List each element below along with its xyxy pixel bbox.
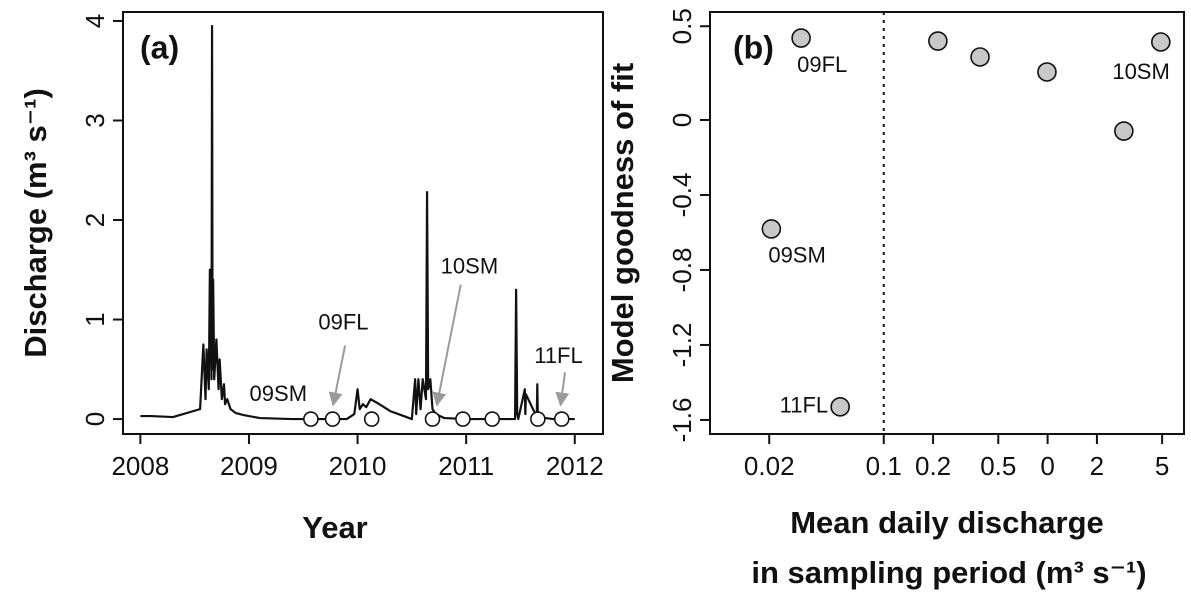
x-tick-label: 2012 bbox=[546, 451, 604, 481]
annotation: 10SM bbox=[441, 254, 498, 279]
x-axis-title: in sampling period (m³ s⁻¹) bbox=[751, 555, 1146, 590]
sampling-point bbox=[484, 411, 501, 427]
sampling-point bbox=[324, 411, 341, 427]
x-tick-label: 2 bbox=[1090, 451, 1104, 481]
point bbox=[928, 31, 948, 51]
point-label: 09SM bbox=[768, 243, 825, 268]
annotation: 11FL bbox=[534, 343, 583, 368]
x-tick-label: 0.5 bbox=[980, 451, 1016, 481]
y-tick-label: 4 bbox=[80, 14, 110, 28]
point bbox=[1114, 121, 1134, 141]
y-tick-label: -1.2 bbox=[667, 323, 697, 368]
point bbox=[791, 28, 811, 48]
point bbox=[830, 397, 850, 417]
sampling-point bbox=[455, 411, 471, 427]
y-tick-label: -1.6 bbox=[667, 398, 697, 443]
annotation-arrow bbox=[328, 345, 347, 407]
discharge-line bbox=[140, 24, 575, 421]
point bbox=[970, 47, 990, 67]
x-tick-label: 2009 bbox=[220, 451, 278, 481]
point-label: 10SM bbox=[1112, 59, 1169, 84]
x-tick-label: 2010 bbox=[329, 451, 387, 481]
y-tick-label: 0.5 bbox=[667, 8, 697, 44]
point bbox=[1151, 32, 1171, 52]
annotation-arrow bbox=[432, 284, 462, 407]
y-tick-label: 0 bbox=[80, 412, 110, 426]
y-tick-label: 1 bbox=[80, 312, 110, 326]
sampling-point bbox=[424, 411, 441, 427]
point-label: 11FL bbox=[780, 393, 829, 418]
sampling-point bbox=[303, 411, 319, 427]
x-tick-label: 0.1 bbox=[866, 451, 902, 481]
point bbox=[1037, 62, 1057, 82]
y-axis-title: Discharge (m³ s⁻¹) bbox=[18, 88, 53, 358]
y-tick-label: -0.8 bbox=[667, 248, 697, 293]
y-tick-label: 3 bbox=[80, 113, 110, 127]
y-axis-title: Model goodness of fit bbox=[605, 63, 640, 383]
x-axis-title: Year bbox=[302, 510, 368, 545]
annotation: 09FL bbox=[318, 309, 368, 334]
x-tick-label: 0.2 bbox=[915, 451, 951, 481]
point-label: 09FL bbox=[797, 52, 847, 77]
x-tick-label: 2008 bbox=[111, 451, 169, 481]
x-tick-label: 0.02 bbox=[744, 451, 795, 481]
plot-frame bbox=[122, 11, 604, 435]
x-axis-title: Mean daily discharge bbox=[790, 505, 1104, 540]
panel-label: (a) bbox=[140, 29, 179, 65]
y-tick-label: 2 bbox=[80, 213, 110, 227]
x-tick-label: 5 bbox=[1155, 451, 1169, 481]
plot-frame bbox=[709, 11, 1185, 435]
point bbox=[761, 219, 782, 239]
annotation-arrow bbox=[555, 372, 570, 407]
x-tick-label: 0 bbox=[1040, 451, 1054, 481]
x-tick-label: 2011 bbox=[438, 451, 494, 481]
panel-label: (b) bbox=[733, 29, 774, 65]
y-tick-label: -0.4 bbox=[667, 173, 697, 218]
annotation: 09SM bbox=[250, 381, 307, 406]
sampling-point bbox=[363, 411, 380, 427]
y-tick-label: 0 bbox=[667, 113, 697, 127]
sampling-point bbox=[553, 411, 570, 427]
sampling-point bbox=[530, 411, 546, 427]
